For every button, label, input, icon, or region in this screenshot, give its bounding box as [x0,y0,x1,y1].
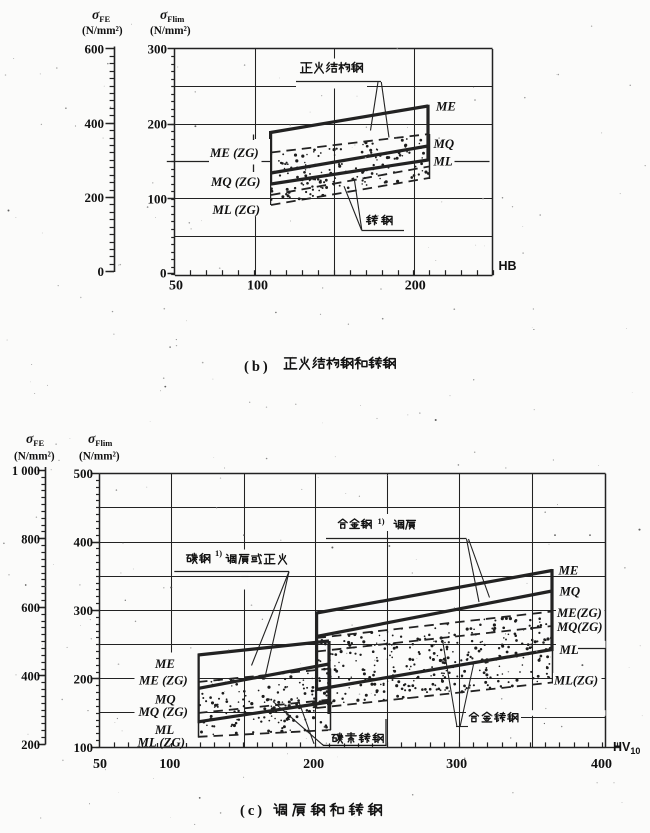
svg-text:ME: ME [154,657,175,671]
svg-text:500: 500 [74,466,94,481]
svg-text:50: 50 [169,279,183,294]
svg-text:1): 1) [215,548,222,558]
svg-text:ML: ML [559,643,579,657]
svg-text:MQ (ZG): MQ (ZG) [138,705,188,719]
svg-text:ME: ME [558,564,579,578]
svg-text:0: 0 [98,264,105,279]
svg-text:200: 200 [405,279,426,294]
svg-text:100: 100 [247,279,268,294]
svg-text:1): 1) [378,516,385,526]
svg-text:ML (ZG): ML (ZG) [212,203,261,217]
svg-text:200: 200 [85,190,105,205]
svg-text:(c): (c) [240,803,265,819]
svg-text:300: 300 [148,42,168,57]
svg-text:ME (ZG): ME (ZG) [209,146,259,160]
svg-text:200: 200 [303,757,324,772]
svg-text:MQ (ZG): MQ (ZG) [210,175,260,189]
svg-text:800: 800 [21,532,40,546]
svg-text:ME (ZG): ME (ZG) [138,674,188,688]
svg-text:400: 400 [21,669,40,683]
svg-text:MQ: MQ [154,693,176,707]
svg-text:200: 200 [21,738,40,752]
svg-text:400: 400 [85,116,105,131]
svg-text:1 000: 1 000 [12,464,40,478]
svg-text:400: 400 [591,757,612,772]
svg-text:(b): (b) [244,359,271,375]
svg-text:ML: ML [433,155,453,169]
svg-text:HB: HB [499,259,517,273]
svg-text:ML: ML [154,723,174,737]
svg-text:MQ: MQ [433,137,455,151]
svg-text:100: 100 [74,740,94,755]
svg-text:MQ: MQ [559,585,581,599]
svg-text:MQ(ZG): MQ(ZG) [556,620,602,634]
svg-text:ML (ZG): ML (ZG) [137,736,186,750]
svg-text:600: 600 [21,601,40,615]
svg-text:100: 100 [148,192,168,207]
svg-text:200: 200 [148,117,168,132]
svg-text:50: 50 [93,757,107,772]
svg-text:300: 300 [74,603,94,618]
svg-text:100: 100 [159,757,180,772]
svg-text:(N/mm²): (N/mm²) [150,25,191,37]
svg-text:300: 300 [446,757,467,772]
svg-text:ML(ZG): ML(ZG) [553,674,598,688]
svg-text:400: 400 [74,535,94,550]
svg-text:(N/mm²): (N/mm²) [14,451,55,463]
svg-text:200: 200 [74,671,94,686]
svg-text:600: 600 [85,42,105,57]
svg-text:(N/mm²): (N/mm²) [79,451,120,463]
svg-text:(N/mm²): (N/mm²) [82,25,123,37]
svg-text:0: 0 [160,266,167,281]
svg-text:ME: ME [435,100,456,114]
svg-text:ME(ZG): ME(ZG) [556,606,602,620]
